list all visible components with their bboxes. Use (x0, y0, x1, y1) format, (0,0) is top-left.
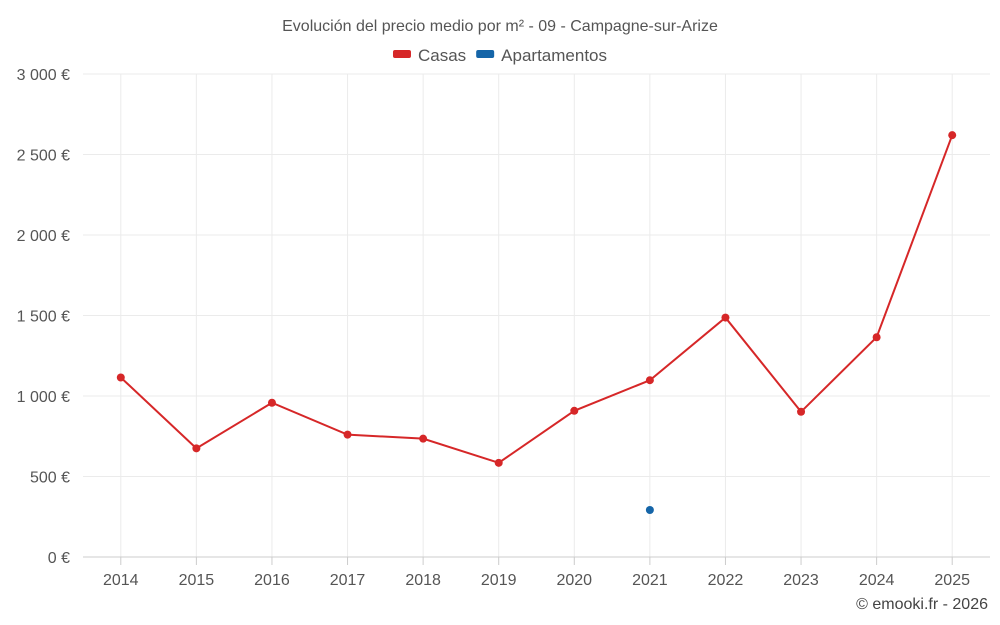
x-tick-label: 2015 (179, 572, 215, 589)
x-axis: 2014 2015 2016 2017 2018 2019 2020 2021 2022 2023… (83, 556, 990, 589)
x-tick-label: 2016 (254, 572, 290, 589)
data-point-casas[interactable] (343, 430, 352, 439)
data-point-casas[interactable] (797, 407, 806, 416)
y-tick-label: 3 000 € (17, 67, 70, 84)
data-point-casas[interactable] (116, 373, 125, 382)
y-tick-label: 1 000 € (17, 389, 70, 406)
x-tick-label: 2024 (859, 572, 895, 589)
y-tick-label: 2 500 € (17, 148, 70, 165)
y-tick-label: 2 000 € (17, 228, 70, 245)
data-point-casas[interactable] (721, 313, 730, 322)
data-point-casas[interactable] (419, 434, 428, 443)
y-tick-label: 500 € (30, 470, 70, 487)
x-tick-label: 2017 (330, 572, 366, 589)
x-tick-label: 2022 (708, 572, 744, 589)
legend: Casas Apartamentos (392, 46, 607, 65)
data-point-casas[interactable] (192, 444, 201, 453)
credit-text: © emooki.fr - 2026 (856, 596, 988, 613)
x-tick-label: 2020 (556, 572, 592, 589)
x-tick-label: 2025 (934, 572, 970, 589)
legend-swatch-apartamentos[interactable] (476, 50, 495, 58)
x-tick-label: 2019 (481, 572, 517, 589)
legend-label: Apartamentos (501, 46, 607, 65)
y-tick-label: 1 500 € (17, 309, 70, 326)
data-point-casas[interactable] (645, 376, 654, 385)
x-tick-label: 2021 (632, 572, 668, 589)
legend-swatch-casas[interactable] (392, 50, 411, 58)
grid (83, 73, 990, 557)
x-tick-label: 2014 (103, 572, 139, 589)
series-line-casas (120, 134, 954, 464)
data-point-casas[interactable] (494, 458, 503, 467)
chart-title: Evolución del precio medio por m² - 09 -… (282, 18, 718, 35)
y-axis: 0 € 500 € 1 000 € 1 500 € 2 000 € 2 500 € 3 00… (17, 67, 70, 567)
data-point-casas[interactable] (267, 398, 276, 407)
legend-label: Casas (418, 46, 466, 65)
data-point-apartamentos[interactable] (645, 505, 654, 514)
data-point-casas[interactable] (570, 406, 579, 415)
y-tick-label: 0 € (48, 550, 70, 567)
series-layer (116, 131, 957, 514)
x-tick-label: 2018 (405, 572, 441, 589)
data-point-casas[interactable] (872, 333, 881, 342)
x-tick-label: 2023 (783, 572, 819, 589)
data-point-casas[interactable] (948, 131, 957, 140)
